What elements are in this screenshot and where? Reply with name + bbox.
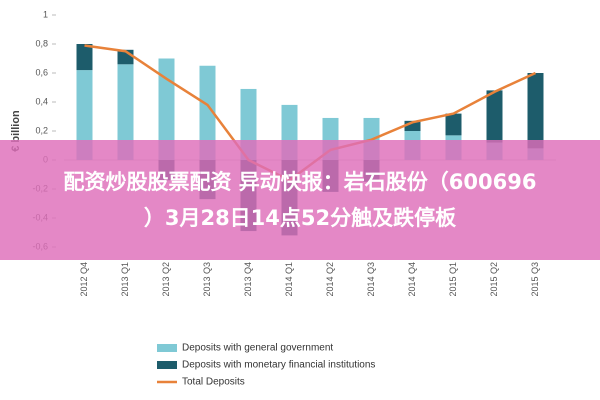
y-tick-label: 1 bbox=[43, 9, 48, 19]
y-tick-label: 0,2 bbox=[35, 125, 48, 135]
legend-label: Deposits with general government bbox=[182, 343, 333, 354]
bar bbox=[445, 113, 462, 136]
x-tick-label: 2014 Q3 bbox=[366, 262, 376, 297]
x-tick-label: 2013 Q1 bbox=[120, 262, 130, 297]
x-tick-label: 2013 Q3 bbox=[202, 262, 212, 297]
legend-swatch bbox=[157, 361, 177, 369]
legend-label: Total Deposits bbox=[182, 377, 245, 388]
y-tick-label: 0,6 bbox=[35, 67, 48, 77]
bar bbox=[158, 58, 175, 160]
x-tick-label: 2014 Q2 bbox=[325, 262, 335, 297]
bar bbox=[486, 90, 503, 143]
x-tick-label: 2014 Q1 bbox=[284, 262, 294, 297]
x-tick-label: 2014 Q4 bbox=[407, 262, 417, 297]
x-tick-label: 2015 Q3 bbox=[530, 262, 540, 297]
banner: 配资炒股股票配资 异动快报：岩石股份（600696 ）3月28日14点52分触及… bbox=[0, 140, 600, 260]
x-tick-label: 2015 Q1 bbox=[448, 262, 458, 297]
legend-label: Deposits with monetary financial institu… bbox=[182, 360, 375, 371]
x-tick-label: 2012 Q4 bbox=[79, 262, 89, 297]
banner-line: 配资炒股股票配资 异动快报：岩石股份（600696 bbox=[63, 170, 537, 194]
x-tick-label: 2015 Q2 bbox=[489, 262, 499, 297]
bar bbox=[76, 44, 93, 71]
bar bbox=[527, 73, 544, 149]
x-tick-label: 2013 Q4 bbox=[243, 262, 253, 297]
legend-swatch bbox=[157, 344, 177, 352]
bar bbox=[117, 64, 134, 160]
bar bbox=[404, 120, 421, 131]
y-tick-label: 0,4 bbox=[35, 96, 48, 106]
y-tick-label: 0,8 bbox=[35, 38, 48, 48]
bar bbox=[76, 70, 93, 160]
banner-line: ）3月28日14点52分触及跌停板 bbox=[143, 206, 457, 230]
bar bbox=[199, 65, 216, 160]
x-tick-label: 2013 Q2 bbox=[161, 262, 171, 297]
